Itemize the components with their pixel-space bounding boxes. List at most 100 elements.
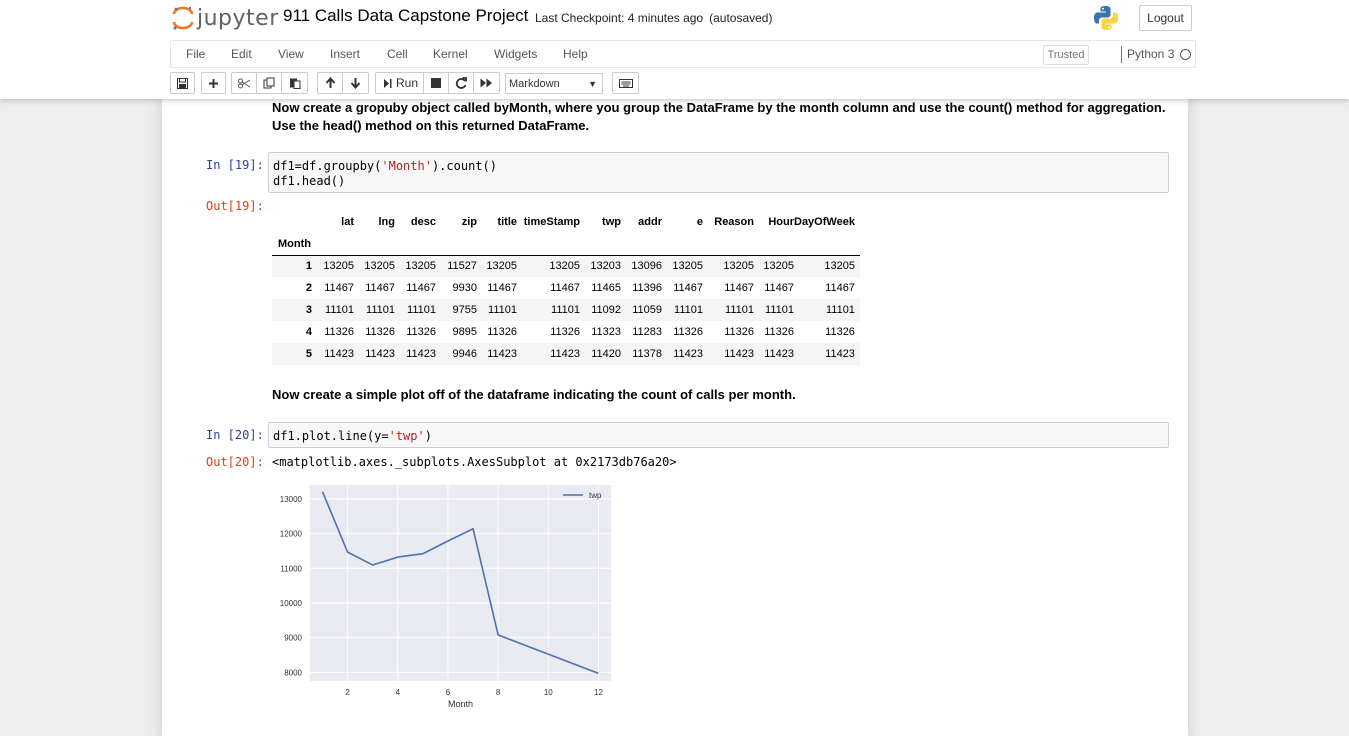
python-logo-icon: [1094, 6, 1118, 30]
copy-button[interactable]: [256, 72, 282, 94]
x-tick-label: 6: [446, 688, 451, 697]
run-all-button[interactable]: [473, 72, 500, 94]
menu-view[interactable]: View: [278, 47, 304, 61]
markdown-line: Use the head() method on this returned D…: [272, 118, 590, 133]
table-cell: 11423: [365, 348, 395, 360]
table-row: 1 13205 13205 13205 11527 13205 13205 13203 1309…: [272, 255, 860, 277]
legend-label: twp: [589, 491, 602, 500]
table-cell: 13203: [590, 260, 621, 273]
menu-edit[interactable]: Edit: [231, 47, 252, 61]
code-line: df1.head(): [273, 174, 346, 188]
menu-insert[interactable]: Insert: [330, 47, 361, 61]
menu-kernel[interactable]: Kernel: [433, 47, 468, 61]
column-header: addr: [638, 216, 662, 228]
code-line: df1=df.groupby('Month').count(): [273, 159, 497, 173]
restart-button[interactable]: [448, 72, 474, 94]
table-cell: 11467: [764, 282, 794, 294]
table-body: 1 13205 13205 13205 11527 13205 13205 13203 1309…: [272, 255, 860, 365]
table-cell: 11467: [406, 282, 436, 294]
paste-icon: [289, 78, 300, 89]
column-header: Hour: [768, 216, 794, 228]
restart-icon: [455, 77, 467, 89]
table-cell: 13096: [631, 260, 662, 273]
insert-cell-button[interactable]: [201, 72, 226, 94]
code-cell-input[interactable]: df1=df.groupby('Month').count() df1.head…: [268, 152, 1169, 193]
table-row: 4 11326 11326 11326 9895 11326 11326 11323 11283…: [272, 321, 860, 343]
y-tick-label: 13000: [280, 495, 303, 504]
table-row: 2 11467 11467 11467 9930 11467 11467 11465 11396…: [272, 277, 860, 299]
table-cell: 13205: [549, 260, 580, 273]
line-chart: 8000 9000 10000 11000 12000 13000 2 4 6 8 10 12 twp M…: [280, 485, 611, 709]
table-cell: 11326: [324, 326, 354, 338]
menu-file[interactable]: File: [186, 47, 206, 61]
code-cell-input[interactable]: df1.plot.line(y='twp'): [268, 422, 1169, 448]
jupyter-wordmark: jupyter: [197, 5, 279, 31]
save-button[interactable]: [170, 72, 195, 94]
table-cell: 11423: [825, 348, 855, 360]
paste-button[interactable]: [281, 72, 308, 94]
index-name-row: Month: [272, 233, 860, 256]
index-name: Month: [272, 233, 317, 256]
markdown-cell-groupby[interactable]: Now create a gropuby object called byMon…: [272, 99, 1165, 135]
table-cell: 11326: [487, 326, 517, 338]
cell-type-select[interactable]: Markdown ▼: [505, 73, 603, 94]
interrupt-button[interactable]: [423, 72, 449, 94]
table-cell: 13205: [672, 260, 703, 273]
markdown-line: Now create a gropuby object called byMon…: [272, 100, 1166, 115]
fast-forward-icon: [480, 78, 492, 88]
y-tick-label: 12000: [280, 530, 303, 539]
move-up-button[interactable]: [317, 72, 343, 94]
table-cell: 13205: [723, 260, 754, 273]
notebook-container: Now create a gropuby object called byMon…: [162, 99, 1188, 736]
row-index: 3: [305, 304, 312, 316]
column-header: e: [696, 216, 703, 228]
cell-type-value: Markdown: [509, 78, 560, 90]
x-tick-label: 4: [396, 688, 401, 697]
stop-icon: [431, 78, 441, 88]
table-cell: 9930: [452, 282, 477, 294]
column-header: zip: [461, 216, 477, 228]
jupyter-logo[interactable]: jupyter: [172, 4, 279, 32]
table-cell: 11326: [673, 326, 703, 338]
table-cell: 11423: [550, 348, 580, 360]
x-tick-label: 2: [345, 688, 350, 697]
table-cell: 11326: [764, 326, 794, 338]
move-down-button[interactable]: [342, 72, 369, 94]
run-label: Run: [396, 76, 419, 90]
table-cell: 11101: [765, 304, 794, 316]
table-cell: 11396: [632, 282, 662, 294]
notebook-title[interactable]: 911 Calls Data Capstone Project: [283, 6, 529, 25]
logout-button[interactable]: Logout: [1139, 5, 1192, 31]
table-cell: 11101: [325, 304, 354, 316]
code-line: df1.plot.line(y='twp'): [273, 429, 432, 443]
table-cell: 11423: [324, 348, 354, 360]
checkpoint-text: Last Checkpoint: 4 minutes ago: [535, 11, 704, 25]
table-cell: 9946: [452, 348, 477, 360]
run-button[interactable]: Run: [375, 72, 424, 94]
row-index: 1: [305, 260, 312, 273]
table-cell: 11423: [487, 348, 517, 360]
cut-button[interactable]: [231, 72, 257, 94]
command-palette-button[interactable]: [612, 72, 639, 94]
table-cell: 9755: [452, 304, 477, 316]
column-header: title: [497, 216, 517, 228]
markdown-cell-plot[interactable]: Now create a simple plot off of the data…: [272, 387, 796, 402]
dataframe-table: lat lng desc zip title timeStamp twp add…: [272, 211, 860, 365]
menu-cell[interactable]: Cell: [387, 47, 408, 61]
table-cell: 11423: [724, 348, 754, 360]
trusted-indicator[interactable]: Trusted: [1043, 45, 1089, 65]
table-cell: 11467: [487, 282, 517, 294]
autosave-status: (autosaved): [709, 11, 773, 25]
table-cell: 13205: [323, 260, 354, 273]
table-cell: 11326: [550, 326, 580, 338]
menu-help[interactable]: Help: [563, 47, 588, 61]
x-axis-label: Month: [448, 699, 473, 709]
output-prompt: Out[19]:: [206, 199, 264, 213]
arrow-up-icon: [325, 77, 335, 88]
table-cell: 11467: [724, 282, 754, 294]
table-cell: 9895: [452, 326, 477, 338]
menu-widgets[interactable]: Widgets: [494, 47, 538, 61]
x-tick-label: 10: [544, 688, 553, 697]
kernel-name[interactable]: Python 3: [1121, 46, 1174, 63]
table-cell: 11465: [591, 282, 621, 294]
